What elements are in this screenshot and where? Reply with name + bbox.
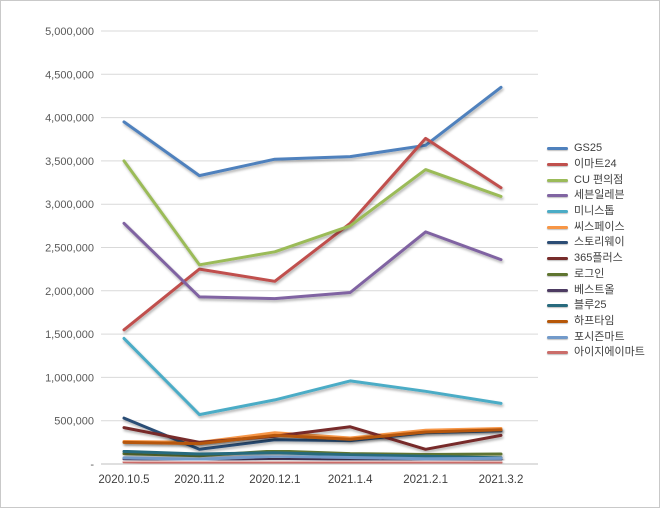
legend-label: 하프타임	[574, 314, 615, 327]
legend-label: 이마트24	[574, 158, 617, 171]
legend-item-블루25: 블루25	[547, 298, 645, 314]
legend-item-이마트24: 이마트24	[547, 157, 645, 173]
series-line-CU 편의점	[122, 159, 503, 267]
legend-item-CU 편의점: CU 편의점	[547, 172, 645, 188]
series-line-GS25	[122, 85, 503, 178]
legend-swatch-icon	[547, 304, 568, 308]
legend-label: 블루25	[574, 299, 607, 312]
series-line-미니스톱	[122, 336, 503, 417]
y-axis-label: 4,500,000	[45, 69, 94, 81]
legend-item-아이지에이마트: 아이지에이마트	[547, 345, 645, 361]
y-axis-label: 500,000	[54, 416, 94, 428]
legend-item-하프타임: 하프타임	[547, 314, 645, 330]
series-line-이마트24	[122, 136, 503, 332]
legend-swatch-icon	[547, 241, 568, 245]
x-axis-label: 2021.1.4	[328, 474, 373, 486]
legend-item-로그인: 로그인	[547, 267, 645, 283]
legend-label: 아이지에이마트	[574, 346, 645, 359]
legend-item-GS25: GS25	[547, 141, 645, 157]
legend-label: 로그인	[574, 267, 605, 280]
series-line-아이지에이마트	[122, 460, 503, 465]
legend-label: 베스트올	[574, 283, 615, 296]
series-line-하프타임	[122, 428, 503, 446]
x-axis-label: 2020.12.1	[249, 474, 300, 486]
legend-item-씨스페이스: 씨스페이스	[547, 219, 645, 235]
legend-swatch-icon	[547, 194, 568, 198]
legend-item-365플러스: 365플러스	[547, 251, 645, 267]
legend-item-세븐일레븐: 세븐일레븐	[547, 188, 645, 204]
series-line-365플러스	[122, 425, 503, 451]
legend-item-베스트올: 베스트올	[547, 282, 645, 298]
x-axis-label: 2021.2.1	[403, 474, 448, 486]
legend-swatch-icon	[547, 335, 568, 339]
y-axis-label: 3,000,000	[45, 199, 94, 211]
legend-label: 스토리웨이	[574, 236, 625, 249]
legend-swatch-icon	[547, 147, 568, 151]
legend-swatch-icon	[547, 272, 568, 276]
legend-label: 미니스톱	[574, 205, 615, 218]
legend-label: 씨스페이스	[574, 220, 625, 233]
x-axis-label: 2020.10.5	[98, 474, 149, 486]
y-axis-label: 5,000,000	[45, 26, 94, 38]
legend-swatch-icon	[547, 288, 568, 292]
legend-swatch-icon	[547, 319, 568, 323]
legend-swatch-icon	[547, 178, 568, 182]
legend-label: 365플러스	[574, 252, 623, 265]
y-axis-label: 1,500,000	[45, 329, 94, 341]
legend-item-미니스톱: 미니스톱	[547, 204, 645, 220]
x-axis-label: 2020.11.2	[174, 474, 224, 486]
legend-label: 포시즌마트	[574, 330, 625, 343]
legend-item-포시즌마트: 포시즌마트	[547, 329, 645, 345]
legend-label: GS25	[574, 142, 603, 155]
legend-swatch-icon	[547, 210, 568, 214]
legend-label: CU 편의점	[574, 173, 624, 186]
y-axis-label: -	[90, 459, 94, 471]
y-axis-label: 2,500,000	[45, 243, 94, 255]
legend-item-스토리웨이: 스토리웨이	[547, 235, 645, 251]
series-line-블루25	[122, 449, 503, 460]
y-axis-label: 3,500,000	[45, 156, 94, 168]
legend-swatch-icon	[547, 225, 568, 229]
legend-swatch-icon	[547, 257, 568, 261]
legend-swatch-icon	[547, 163, 568, 167]
series-line-포시즌마트	[122, 454, 503, 461]
y-axis-label: 2,000,000	[45, 286, 94, 298]
x-axis-label: 2021.3.2	[479, 474, 524, 486]
legend-swatch-icon	[547, 351, 568, 355]
series-line-세븐일레븐	[122, 221, 503, 301]
y-axis-label: 1,000,000	[45, 372, 94, 384]
legend-label: 세븐일레븐	[574, 189, 625, 202]
y-axis-label: 4,000,000	[45, 113, 94, 125]
